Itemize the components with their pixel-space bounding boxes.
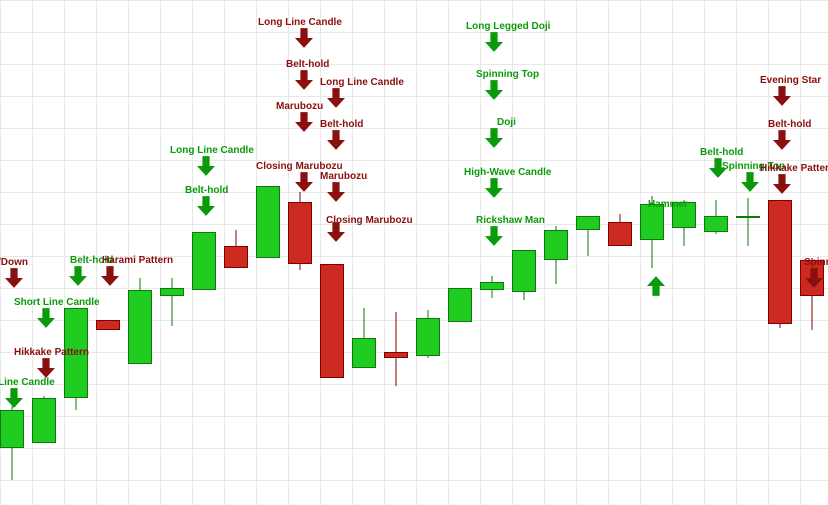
pattern-label: Doji: [497, 118, 516, 128]
candle: [608, 0, 632, 505]
pattern-label: Marubozu: [276, 102, 323, 112]
pattern-label: Marubozu: [320, 172, 367, 182]
pattern-arrow: [773, 130, 791, 150]
pattern-arrow: [647, 276, 665, 296]
candle: [32, 0, 56, 505]
candle: [0, 0, 24, 505]
pattern-arrow: [197, 196, 215, 216]
pattern-arrow: [295, 112, 313, 132]
pattern-label: Hammer: [648, 200, 688, 210]
pattern-label: Belt-hold: [286, 60, 329, 70]
candle: [160, 0, 184, 505]
candle: [192, 0, 216, 505]
pattern-arrow: [327, 88, 345, 108]
pattern-label: Hikkake Pattern: [760, 164, 828, 174]
pattern-arrow: [69, 266, 87, 286]
candle: [384, 0, 408, 505]
pattern-arrow: [295, 28, 313, 48]
pattern-label: Spinning Top: [476, 70, 539, 80]
pattern-arrow: [485, 128, 503, 148]
candle: [224, 0, 248, 505]
pattern-arrow: [295, 172, 313, 192]
candle: [448, 0, 472, 505]
pattern-label: Line Candle: [0, 378, 55, 388]
pattern-arrow: [295, 70, 313, 90]
pattern-label: Long Legged Doji: [466, 22, 550, 32]
pattern-arrow: [37, 308, 55, 328]
pattern-label: Rickshaw Man: [476, 216, 545, 226]
pattern-label: Belt-hold: [700, 148, 743, 158]
candle: [544, 0, 568, 505]
pattern-label: Spinn: [804, 258, 828, 268]
pattern-arrow: [5, 388, 23, 408]
candle: [640, 0, 664, 505]
candle: [736, 0, 760, 505]
pattern-arrow: [485, 32, 503, 52]
candle: [128, 0, 152, 505]
candle: [96, 0, 120, 505]
pattern-label: Long Line Candle: [320, 78, 404, 88]
pattern-label: Belt-hold: [320, 120, 363, 130]
candle: [64, 0, 88, 505]
pattern-label: Short Line Candle: [14, 298, 100, 308]
pattern-arrow: [197, 156, 215, 176]
pattern-arrow: [741, 172, 759, 192]
candle: [576, 0, 600, 505]
candle: [704, 0, 728, 505]
pattern-label: Harami Pattern: [102, 256, 173, 266]
pattern-arrow: [327, 182, 345, 202]
pattern-label: Long Line Candle: [170, 146, 254, 156]
candle: [352, 0, 376, 505]
pattern-arrow: [773, 174, 791, 194]
candle: [416, 0, 440, 505]
candlestick-chart: /Down Line Candle Short Line Candle Hikkake…: [0, 0, 828, 505]
candle: [256, 0, 280, 505]
candle: [672, 0, 696, 505]
pattern-arrow: [773, 86, 791, 106]
pattern-arrow: [485, 178, 503, 198]
pattern-arrow: [485, 226, 503, 246]
candle: [320, 0, 344, 505]
pattern-arrow: [327, 130, 345, 150]
pattern-label: Evening Star: [760, 76, 821, 86]
pattern-label: Belt-hold: [768, 120, 811, 130]
pattern-arrow: [37, 358, 55, 378]
pattern-label: Hikkake Pattern: [14, 348, 89, 358]
pattern-arrow: [485, 80, 503, 100]
pattern-label: High-Wave Candle: [464, 168, 551, 178]
pattern-arrow: [101, 266, 119, 286]
pattern-arrow: [805, 268, 823, 288]
pattern-arrow: [327, 222, 345, 242]
pattern-arrow: [5, 268, 23, 288]
pattern-label: Long Line Candle: [258, 18, 342, 28]
pattern-label: /Down: [0, 258, 28, 268]
pattern-label: Belt-hold: [185, 186, 228, 196]
